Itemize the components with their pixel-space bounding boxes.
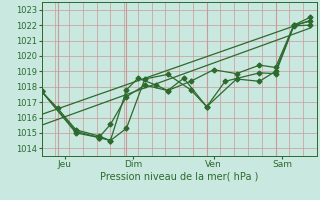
X-axis label: Pression niveau de la mer( hPa ): Pression niveau de la mer( hPa ) bbox=[100, 172, 258, 182]
